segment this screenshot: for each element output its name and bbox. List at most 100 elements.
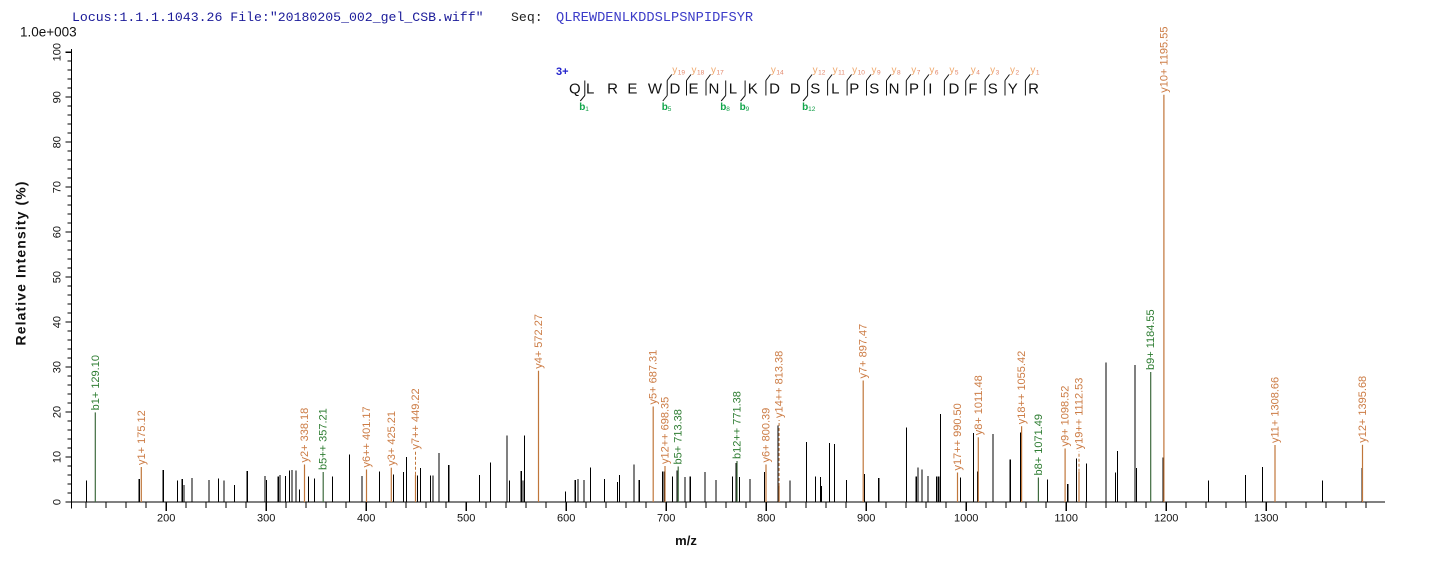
svg-text:19: 19 — [678, 70, 686, 77]
svg-text:Relative Intensity (%): Relative Intensity (%) — [13, 180, 29, 345]
svg-text:600: 600 — [557, 513, 575, 525]
svg-text:y7+ 897.47: y7+ 897.47 — [858, 324, 870, 379]
svg-text:30: 30 — [52, 361, 64, 373]
svg-text:0: 0 — [52, 499, 64, 505]
svg-text:90: 90 — [52, 91, 64, 103]
svg-text:y: y — [852, 65, 857, 76]
svg-text:700: 700 — [657, 513, 675, 525]
svg-text:y1+ 175.12: y1+ 175.12 — [136, 410, 148, 465]
svg-text:70: 70 — [52, 181, 64, 193]
svg-text:y7++ 449.22: y7++ 449.22 — [410, 388, 422, 449]
svg-text:S: S — [869, 81, 879, 98]
svg-text:5: 5 — [955, 70, 959, 77]
svg-text:Y: Y — [1008, 81, 1018, 98]
svg-text:y2+ 338.18: y2+ 338.18 — [299, 408, 311, 463]
svg-text:y: y — [949, 65, 954, 76]
svg-text:y: y — [929, 65, 934, 76]
svg-text:1: 1 — [585, 106, 589, 113]
svg-text:m/z: m/z — [675, 533, 697, 548]
svg-text:E: E — [688, 81, 698, 98]
svg-text:S: S — [810, 81, 820, 98]
svg-text:6: 6 — [935, 70, 939, 77]
svg-text:y6++ 401.17: y6++ 401.17 — [361, 406, 373, 467]
svg-text:y: y — [872, 65, 877, 76]
svg-text:W: W — [648, 81, 663, 98]
svg-text:y4+ 572.27: y4+ 572.27 — [533, 314, 545, 369]
svg-text:1100: 1100 — [1054, 513, 1078, 525]
svg-text:y11+ 1308.66: y11+ 1308.66 — [1270, 377, 1282, 443]
svg-text:y: y — [990, 65, 995, 76]
svg-text:4: 4 — [976, 70, 980, 77]
svg-text:y8+ 1011.48: y8+ 1011.48 — [973, 375, 985, 435]
svg-text:R: R — [1028, 81, 1039, 98]
svg-text:9: 9 — [746, 106, 750, 113]
svg-text:1.0e+003: 1.0e+003 — [20, 25, 77, 40]
svg-text:Seq:: Seq: — [511, 10, 543, 25]
svg-text:S: S — [988, 81, 998, 98]
svg-text:y14++ 813.38: y14++ 813.38 — [774, 351, 786, 418]
svg-text:300: 300 — [257, 513, 275, 525]
svg-text:1200: 1200 — [1154, 513, 1178, 525]
svg-text:80: 80 — [52, 136, 64, 148]
svg-text:y: y — [892, 65, 897, 76]
svg-text:y18++ 1055.42: y18++ 1055.42 — [1016, 351, 1028, 424]
svg-text:L: L — [586, 81, 594, 98]
svg-text:b: b — [720, 102, 726, 113]
svg-text:100: 100 — [52, 43, 64, 61]
svg-text:17: 17 — [717, 70, 725, 77]
svg-text:y12++ 698.35: y12++ 698.35 — [660, 397, 672, 464]
svg-text:y19++ 1112.53: y19++ 1112.53 — [1074, 378, 1086, 450]
svg-text:y5+ 687.31: y5+ 687.31 — [648, 350, 660, 405]
svg-text:b1+ 129.10: b1+ 129.10 — [90, 355, 102, 410]
svg-text:y3+ 425.21: y3+ 425.21 — [386, 411, 398, 466]
svg-text:900: 900 — [857, 513, 875, 525]
svg-text:F: F — [968, 81, 977, 98]
svg-text:D: D — [948, 81, 959, 98]
svg-text:y: y — [711, 65, 716, 76]
svg-text:K: K — [748, 81, 758, 98]
svg-text:D: D — [769, 81, 780, 98]
svg-text:40: 40 — [52, 316, 64, 328]
svg-text:9: 9 — [877, 70, 881, 77]
svg-text:y: y — [1030, 65, 1035, 76]
svg-text:y12+ 1395.68: y12+ 1395.68 — [1357, 376, 1369, 443]
svg-text:11: 11 — [838, 70, 845, 77]
svg-text:P: P — [909, 81, 919, 98]
svg-text:500: 500 — [457, 513, 475, 525]
svg-text:3+: 3+ — [556, 66, 569, 78]
svg-text:12: 12 — [818, 70, 826, 77]
svg-text:D: D — [790, 81, 801, 98]
svg-text:5: 5 — [668, 106, 672, 113]
svg-text:50: 50 — [52, 271, 64, 283]
svg-text:QLREWDENLKDDSLPSNPIDFSYR: QLREWDENLKDDSLPSNPIDFSYR — [556, 11, 753, 26]
svg-text:800: 800 — [757, 513, 775, 525]
svg-text:y: y — [833, 65, 838, 76]
svg-text:y17++ 990.50: y17++ 990.50 — [952, 403, 964, 470]
svg-text:y: y — [771, 65, 776, 76]
svg-text:N: N — [708, 81, 719, 98]
svg-text:y9+ 1098.52: y9+ 1098.52 — [1060, 386, 1072, 447]
svg-text:14: 14 — [776, 70, 784, 77]
svg-text:b: b — [579, 102, 585, 113]
svg-text:y: y — [672, 65, 677, 76]
svg-text:b12++ 771.38: b12++ 771.38 — [732, 391, 744, 459]
svg-text:y: y — [911, 65, 916, 76]
svg-text:y: y — [813, 65, 818, 76]
svg-text:200: 200 — [157, 513, 175, 525]
svg-text:1000: 1000 — [954, 513, 978, 525]
svg-text:3: 3 — [996, 70, 1000, 77]
svg-text:8: 8 — [897, 70, 901, 77]
svg-text:Locus:1.1.1.1043.26 File:"2018: Locus:1.1.1.1043.26 File:"20180205_002_g… — [72, 10, 484, 25]
svg-text:b5+ 713.38: b5+ 713.38 — [673, 409, 685, 464]
svg-text:y: y — [971, 65, 976, 76]
svg-text:b: b — [802, 102, 808, 113]
svg-text:y10+ 1195.55: y10+ 1195.55 — [1158, 27, 1170, 93]
svg-text:18: 18 — [697, 70, 705, 77]
svg-text:L: L — [729, 81, 737, 98]
svg-text:b: b — [740, 102, 746, 113]
svg-text:N: N — [889, 81, 900, 98]
svg-text:E: E — [627, 81, 637, 98]
svg-text:b5++ 357.21: b5++ 357.21 — [318, 408, 330, 470]
svg-text:P: P — [849, 81, 859, 98]
svg-text:b: b — [662, 102, 668, 113]
